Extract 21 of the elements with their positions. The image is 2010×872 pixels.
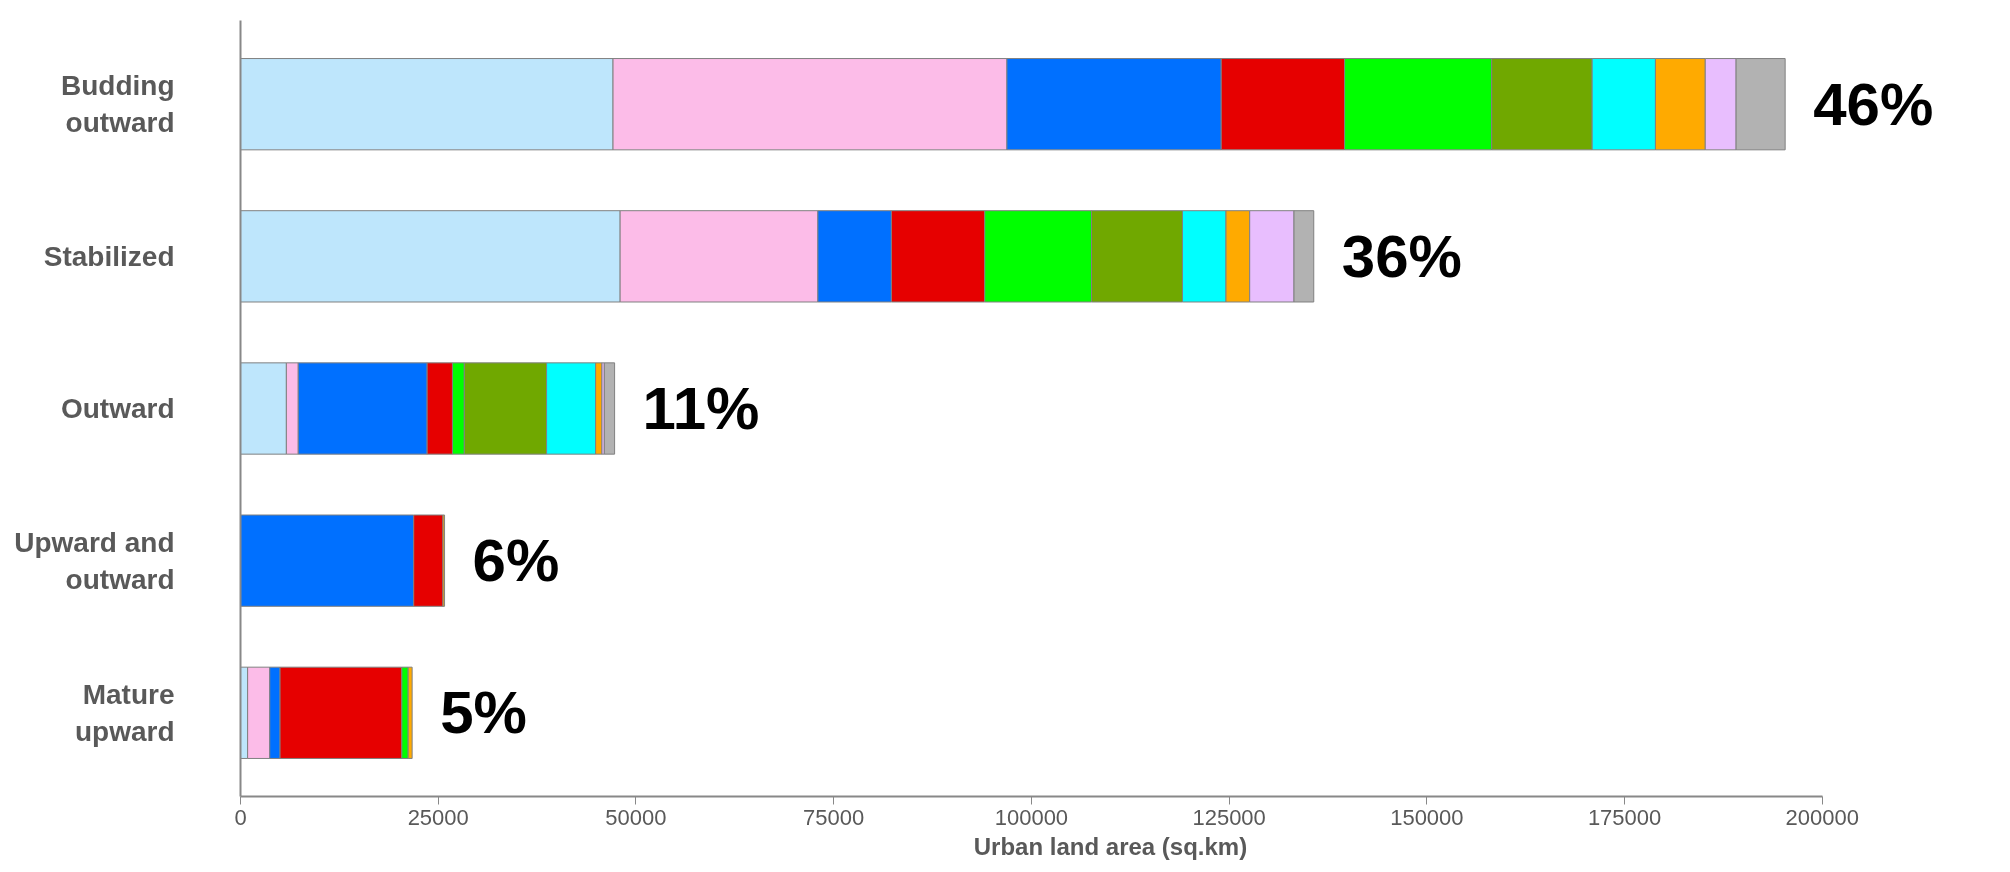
- x-tick-label: 100000: [994, 804, 1069, 830]
- x-axis-title: Urban land area (sq.km): [973, 832, 1248, 860]
- x-tick-label: 150000: [1390, 804, 1464, 830]
- annotation: 6%: [472, 527, 560, 595]
- x-tick-label: 125000: [1192, 804, 1266, 830]
- annotation: 5%: [440, 679, 527, 747]
- x-tick-label: 75000: [803, 804, 865, 830]
- x-tick-label: 25000: [407, 804, 469, 830]
- y-tick-label: Outward: [60, 393, 175, 424]
- y-tick-label: Budding outward: [60, 70, 175, 139]
- annotation: 46%: [1813, 70, 1934, 138]
- y-tick-label: Upward and outward: [14, 526, 175, 595]
- x-tick-label: 50000: [605, 804, 667, 830]
- annotation: 36%: [1341, 222, 1462, 290]
- x-tick-label: 0: [234, 804, 247, 830]
- x-tick-label: 200000: [1785, 804, 1860, 830]
- y-tick-label: Mature upward: [74, 678, 175, 747]
- annotation: 11%: [642, 375, 760, 442]
- bar: [603, 362, 616, 455]
- y-tick-label: Stabilized: [43, 240, 175, 272]
- x-tick-label: 175000: [1587, 804, 1662, 830]
